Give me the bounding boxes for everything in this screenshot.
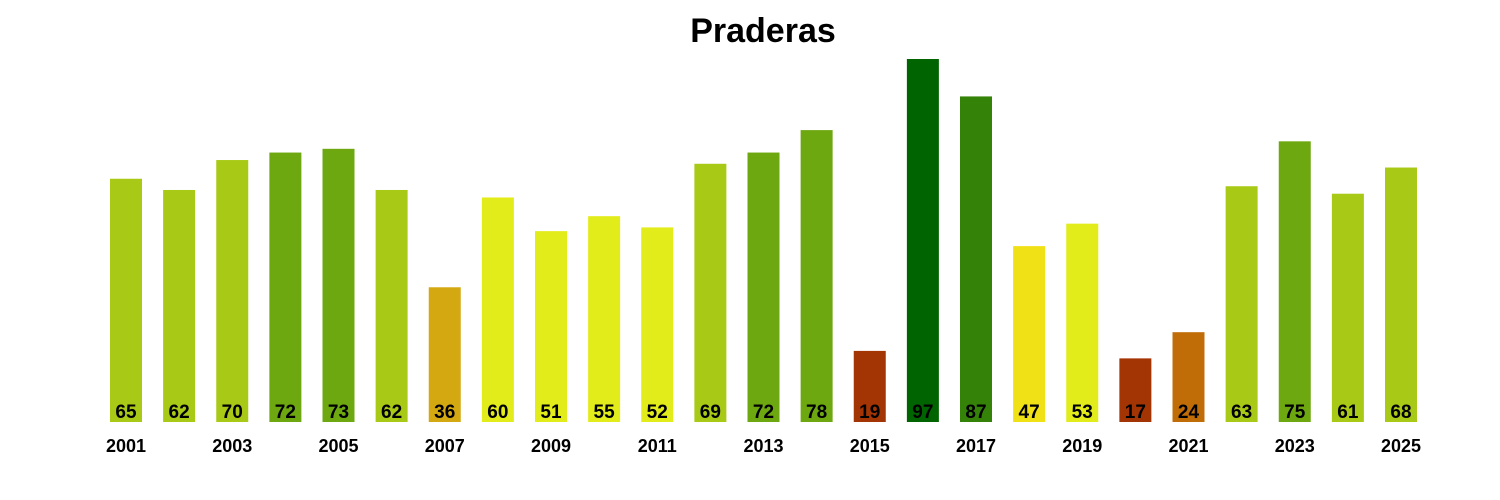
bar-2012: [694, 163, 727, 422]
data-label-2004: 72: [275, 402, 296, 423]
bar-2003: [216, 160, 249, 422]
data-label-2009: 51: [540, 402, 562, 423]
x-tick-label-2005: 2005: [318, 436, 358, 456]
bar-2007: [428, 287, 461, 422]
bar-2016: [906, 59, 939, 422]
data-label-2016: 97: [912, 402, 933, 423]
data-label-2003: 70: [222, 402, 243, 423]
bar-2008: [481, 197, 514, 422]
bar-2023: [1278, 141, 1311, 422]
data-label-2022: 63: [1231, 402, 1252, 423]
data-label-2018: 47: [1019, 402, 1040, 423]
bar-2002: [163, 189, 196, 422]
data-label-2005: 73: [328, 402, 349, 423]
bar-2013: [747, 152, 780, 422]
data-label-2008: 60: [487, 402, 508, 423]
data-label-2025: 68: [1390, 402, 1411, 423]
data-label-2017: 87: [965, 402, 986, 423]
data-label-2021: 24: [1178, 402, 1200, 423]
bar-2022: [1225, 186, 1258, 422]
data-label-2023: 75: [1284, 402, 1306, 423]
bar-2014: [800, 130, 833, 422]
data-label-2011: 52: [647, 402, 668, 423]
data-label-2001: 65: [115, 402, 137, 423]
bar-2006: [375, 189, 408, 422]
bar-2019: [1066, 223, 1099, 422]
bar-2015: [853, 350, 886, 422]
x-tick-label-2017: 2017: [956, 436, 996, 456]
data-label-2012: 69: [700, 402, 721, 423]
data-label-2006: 62: [381, 402, 402, 423]
x-tick-label-2025: 2025: [1381, 436, 1421, 456]
x-tick-label-2015: 2015: [850, 436, 890, 456]
bar-2009: [535, 231, 567, 422]
bar-2010: [588, 216, 621, 422]
bar-2005: [322, 148, 355, 422]
bar-2004: [269, 152, 302, 422]
x-tick-label-2023: 2023: [1275, 436, 1315, 456]
data-label-2013: 72: [753, 402, 774, 423]
bar-2011: [641, 227, 674, 422]
chart-title: Praderas: [690, 12, 836, 50]
x-tick-label-2003: 2003: [212, 436, 252, 456]
data-label-2007: 36: [434, 402, 455, 423]
bar-2020: [1119, 358, 1152, 422]
bar-2018: [1013, 246, 1046, 422]
data-label-2024: 61: [1337, 402, 1359, 423]
data-label-2019: 53: [1072, 402, 1093, 423]
x-tick-label-2001: 2001: [106, 436, 146, 456]
x-tick-label-2009: 2009: [531, 436, 571, 456]
data-label-2015: 19: [859, 402, 880, 423]
bar-2001: [110, 178, 142, 422]
x-tick-label-2019: 2019: [1062, 436, 1102, 456]
x-tick-label-2011: 2011: [638, 436, 677, 456]
bar-2024: [1331, 193, 1364, 422]
data-label-2010: 55: [594, 402, 616, 423]
x-tick-label-2021: 2021: [1168, 436, 1208, 456]
x-tick-label-2007: 2007: [425, 436, 465, 456]
bar-2025: [1385, 167, 1417, 422]
data-label-2014: 78: [806, 402, 827, 423]
bar-2021: [1172, 332, 1205, 422]
data-label-2002: 62: [169, 402, 190, 423]
data-label-2020: 17: [1125, 402, 1146, 423]
bar-2017: [960, 96, 992, 423]
x-tick-label-2013: 2013: [743, 436, 783, 456]
